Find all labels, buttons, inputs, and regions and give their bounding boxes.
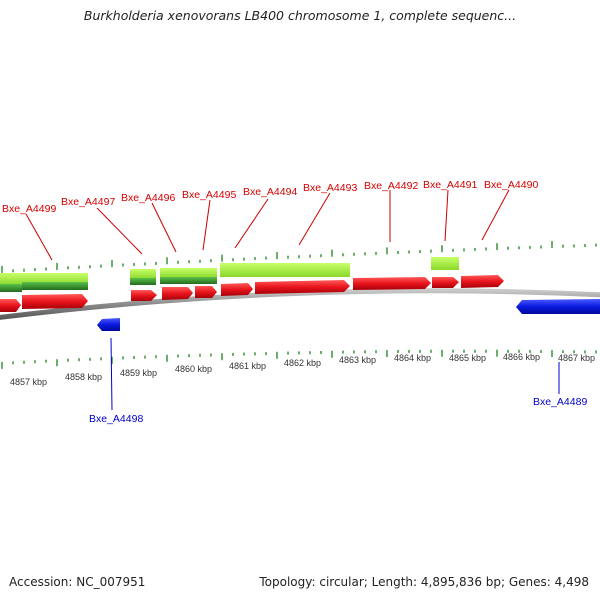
gene-arrow-reverse[interactable] <box>516 299 600 314</box>
gene-arrow-forward[interactable] <box>461 275 504 288</box>
rna-feature[interactable] <box>431 257 459 270</box>
genome-stats-text: Topology: circular; Length: 4,895,836 bp… <box>259 575 589 589</box>
gene-arrow-forward[interactable] <box>432 277 459 288</box>
gene-label[interactable]: Bxe_A4494 <box>243 186 297 198</box>
gene-arrow-forward[interactable] <box>195 286 217 298</box>
gene-arrow-forward[interactable] <box>255 280 350 294</box>
cds-reverse-track <box>97 299 600 331</box>
gene-arrow-forward[interactable] <box>131 290 157 301</box>
rna-feature[interactable] <box>22 282 88 290</box>
scale-label: 4860 kbp <box>175 364 212 374</box>
rna-feature[interactable] <box>0 273 22 285</box>
scale-label: 4866 kbp <box>503 352 540 362</box>
scale-labels: 4857 kbp 4858 kbp 4859 kbp 4860 kbp 4861… <box>10 352 595 387</box>
gene-label[interactable]: Bxe_A4499 <box>2 203 56 215</box>
gene-arrow-forward[interactable] <box>0 299 21 312</box>
gene-labels: Bxe_A4499 Bxe_A4497 Bxe_A4496 Bxe_A4495 … <box>2 179 587 425</box>
rna-feature[interactable] <box>160 268 193 278</box>
gene-label[interactable]: Bxe_A4496 <box>121 192 175 204</box>
gene-label[interactable]: Bxe_A4490 <box>484 179 538 191</box>
rna-feature[interactable] <box>193 268 217 278</box>
accession-text: Accession: NC_007951 <box>9 575 146 589</box>
gene-label[interactable]: Bxe_A4492 <box>364 180 418 192</box>
cds-forward-track <box>0 275 504 312</box>
rna-feature[interactable] <box>130 278 156 285</box>
rna-feature[interactable] <box>160 277 193 284</box>
scale-label: 4859 kbp <box>120 368 157 378</box>
gene-label[interactable]: Bxe_A4495 <box>182 189 236 201</box>
gene-arrow-forward[interactable] <box>221 283 253 296</box>
gene-arrow-forward[interactable] <box>162 287 193 300</box>
gene-arrow-reverse[interactable] <box>97 318 120 331</box>
gene-label[interactable]: Bxe_A4497 <box>61 196 115 208</box>
rna-feature[interactable] <box>0 284 22 292</box>
scale-label: 4865 kbp <box>449 353 486 363</box>
gene-label-lines <box>25 189 560 411</box>
gene-label[interactable]: Bxe_A4489 <box>533 396 587 408</box>
scale-label: 4862 kbp <box>284 358 321 368</box>
genome-backbone <box>0 288 600 320</box>
gene-label[interactable]: Bxe_A4493 <box>303 182 357 194</box>
gene-label[interactable]: Bxe_A4491 <box>423 179 477 191</box>
tick-marks <box>1 241 597 369</box>
scale-label: 4858 kbp <box>65 372 102 382</box>
scale-label: 4864 kbp <box>394 353 431 363</box>
scale-label: 4863 kbp <box>339 355 376 365</box>
scale-label: 4857 kbp <box>10 377 47 387</box>
rna-feature[interactable] <box>130 269 156 279</box>
scale-label: 4861 kbp <box>229 361 266 371</box>
gene-label[interactable]: Bxe_A4498 <box>89 413 143 425</box>
gene-arrow-forward[interactable] <box>353 277 431 290</box>
rna-feature[interactable] <box>193 277 217 284</box>
gene-arrow-forward[interactable] <box>22 294 88 309</box>
map-title: Burkholderia xenovorans LB400 chromosome… <box>83 8 517 23</box>
scale-label: 4867 kbp <box>558 353 595 363</box>
rna-feature[interactable] <box>220 263 350 277</box>
rna-track <box>0 257 459 292</box>
